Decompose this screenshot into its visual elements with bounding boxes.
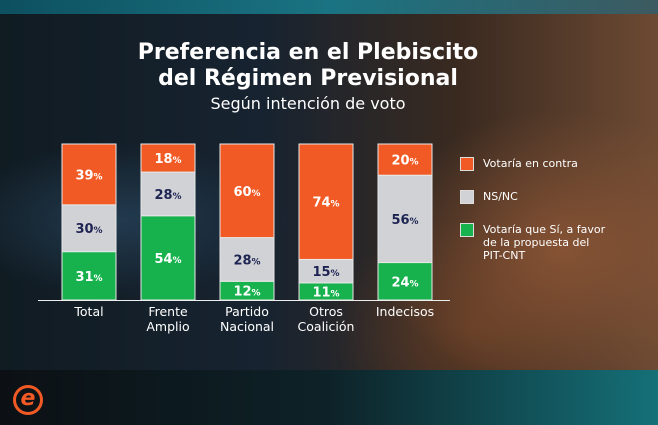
category-label: Coalición xyxy=(298,319,355,334)
bar-segment xyxy=(61,204,117,253)
data-label: 18% xyxy=(154,152,181,167)
legend-label: NS/NC xyxy=(483,190,518,203)
category-label: Nacional xyxy=(220,319,274,334)
category-label: Indecisos xyxy=(376,304,434,319)
data-label: 15% xyxy=(312,265,339,280)
data-label: 12% xyxy=(233,285,260,300)
legend-item-contra: Votaría en contra xyxy=(460,157,578,171)
bar-segment xyxy=(377,174,433,264)
data-label: 31% xyxy=(75,270,102,285)
legend-item-si: Votaría que Sí, a favor de la propuesta … xyxy=(460,223,610,262)
top-band xyxy=(0,0,658,14)
legend-swatch xyxy=(460,223,474,237)
bar-segment xyxy=(219,143,275,239)
chart-subtitle: Según intención de voto xyxy=(210,94,406,113)
legend-swatch xyxy=(460,190,474,204)
legend-label: Votaría que Sí, a favor de la propuesta … xyxy=(483,223,606,262)
data-label: 28% xyxy=(233,253,260,268)
data-label: 56% xyxy=(391,213,418,228)
bar-segment xyxy=(61,143,117,206)
bottom-band xyxy=(0,370,658,425)
category-label: Partido xyxy=(225,304,269,319)
data-label: 74% xyxy=(312,196,339,211)
data-label: 24% xyxy=(391,275,418,290)
bar-segment xyxy=(219,237,275,282)
legend-label: Votaría en contra xyxy=(483,157,578,170)
chart-title-line2: del Régimen Previsional xyxy=(158,66,458,91)
chart-title-line1: Preferencia en el Plebiscito xyxy=(137,40,479,65)
data-label: 30% xyxy=(75,222,102,237)
bar-segment xyxy=(377,262,433,301)
legend-swatch xyxy=(460,157,474,171)
bar-segment xyxy=(140,215,196,301)
brand-logo: e xyxy=(13,385,43,415)
bar-segment xyxy=(140,171,196,217)
data-label: 11% xyxy=(312,285,339,300)
legend-item-nsnc: NS/NC xyxy=(460,190,518,204)
category-label: Total xyxy=(73,304,103,319)
category-label: Amplio xyxy=(146,319,189,334)
data-label: 20% xyxy=(391,154,418,169)
bar-segment xyxy=(298,143,354,260)
bar-segment xyxy=(61,251,117,301)
category-label: Frente xyxy=(148,304,188,319)
data-label: 54% xyxy=(154,252,181,267)
data-label: 39% xyxy=(75,168,102,183)
data-label: 60% xyxy=(233,185,260,200)
category-label: Otros xyxy=(309,304,343,319)
bar-segment xyxy=(377,143,433,176)
data-label: 28% xyxy=(154,188,181,203)
bar-segment xyxy=(140,143,196,173)
